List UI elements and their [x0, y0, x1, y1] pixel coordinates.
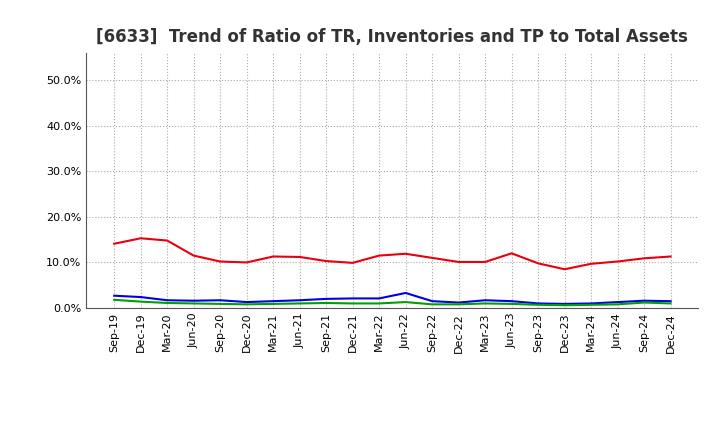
Trade Payables [481, 301, 490, 306]
Trade Receivables [666, 254, 675, 259]
Trade Receivables [508, 251, 516, 256]
Inventories [401, 290, 410, 296]
Trade Payables [560, 303, 569, 308]
Trade Receivables [295, 254, 304, 260]
Title: [6633]  Trend of Ratio of TR, Inventories and TP to Total Assets: [6633] Trend of Ratio of TR, Inventories… [96, 28, 688, 46]
Trade Payables [216, 301, 225, 307]
Inventories [508, 298, 516, 304]
Trade Payables [163, 301, 171, 306]
Inventories [481, 297, 490, 303]
Trade Receivables [401, 251, 410, 257]
Trade Payables [269, 301, 277, 307]
Trade Receivables [269, 254, 277, 259]
Trade Receivables [481, 259, 490, 264]
Trade Payables [666, 301, 675, 306]
Trade Receivables [348, 260, 357, 265]
Trade Payables [348, 301, 357, 306]
Trade Payables [295, 301, 304, 306]
Trade Payables [613, 302, 622, 307]
Inventories [587, 301, 595, 306]
Inventories [560, 301, 569, 307]
Trade Payables [136, 299, 145, 304]
Trade Payables [534, 302, 542, 308]
Inventories [243, 300, 251, 305]
Inventories [295, 297, 304, 303]
Inventories [454, 300, 463, 305]
Inventories [348, 296, 357, 301]
Trade Receivables [534, 260, 542, 266]
Trade Payables [401, 300, 410, 305]
Trade Receivables [613, 259, 622, 264]
Trade Payables [428, 302, 436, 307]
Trade Payables [110, 297, 119, 302]
Inventories [375, 296, 384, 301]
Inventories [110, 293, 119, 298]
Inventories [428, 298, 436, 304]
Trade Payables [243, 302, 251, 307]
Trade Payables [454, 302, 463, 307]
Inventories [534, 301, 542, 306]
Trade Receivables [375, 253, 384, 258]
Trade Receivables [640, 256, 649, 261]
Inventories [666, 298, 675, 304]
Trade Receivables [163, 238, 171, 243]
Inventories [613, 300, 622, 305]
Trade Receivables [189, 253, 198, 258]
Line: Trade Payables: Trade Payables [114, 300, 670, 305]
Trade Receivables [560, 267, 569, 272]
Inventories [189, 298, 198, 303]
Line: Inventories: Inventories [114, 293, 670, 304]
Trade Payables [375, 301, 384, 306]
Trade Receivables [110, 241, 119, 246]
Inventories [163, 297, 171, 303]
Trade Receivables [428, 255, 436, 260]
Trade Receivables [216, 259, 225, 264]
Trade Payables [640, 300, 649, 305]
Inventories [640, 298, 649, 303]
Trade Receivables [454, 259, 463, 264]
Trade Receivables [136, 236, 145, 241]
Line: Trade Receivables: Trade Receivables [114, 238, 670, 269]
Trade Payables [322, 301, 330, 306]
Trade Payables [508, 301, 516, 307]
Inventories [136, 294, 145, 300]
Trade Receivables [243, 260, 251, 265]
Trade Payables [189, 301, 198, 306]
Inventories [216, 297, 225, 303]
Inventories [322, 296, 330, 301]
Trade Payables [587, 302, 595, 308]
Trade Receivables [587, 261, 595, 267]
Trade Receivables [322, 258, 330, 264]
Inventories [269, 298, 277, 304]
